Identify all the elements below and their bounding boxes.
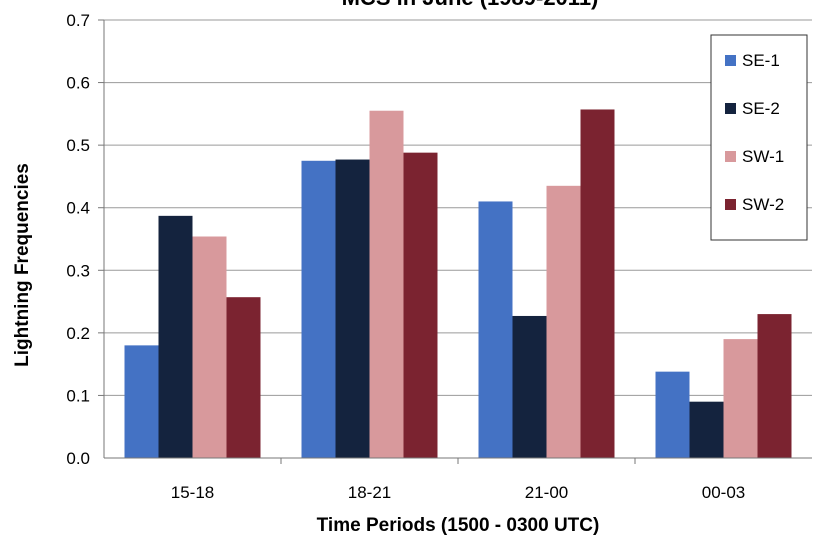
bars <box>124 109 792 459</box>
x-axis-title: Time Periods (1500 - 0300 UTC) <box>317 515 600 536</box>
bar-se-2-00-03 <box>689 401 724 458</box>
y-tick-label: 0.6 <box>66 74 90 93</box>
legend-swatch-sw-2 <box>725 199 736 210</box>
x-tick-label: 21-00 <box>525 483 568 502</box>
bar-sw-1-00-03 <box>723 339 758 458</box>
bar-se-2-21-00 <box>512 315 547 458</box>
legend-label-sw-2: SW-2 <box>742 195 784 214</box>
y-tick-label: 0.3 <box>66 261 90 280</box>
bar-sw-2-18-21 <box>403 152 438 458</box>
legend-label-sw-1: SW-1 <box>742 147 784 166</box>
bar-sw-1-15-18 <box>192 236 227 458</box>
y-tick-label: 0.7 <box>66 11 90 30</box>
legend-swatch-se-2 <box>725 103 736 114</box>
legend-swatch-sw-1 <box>725 151 736 162</box>
y-tick-label: 0.4 <box>66 199 90 218</box>
bar-sw-1-21-00 <box>546 185 581 459</box>
y-tick-label: 0.2 <box>66 324 90 343</box>
y-axis-title: Lightning Frequencies <box>12 163 33 367</box>
bar-se-2-15-18 <box>158 215 193 458</box>
y-tick-label: 0.1 <box>66 386 90 405</box>
legend-label-se-1: SE-1 <box>742 51 780 70</box>
bar-se-1-15-18 <box>124 345 159 458</box>
x-tick-label: 15-18 <box>171 483 214 502</box>
x-tick-label: 18-21 <box>348 483 391 502</box>
y-tick-labels: 0.0 0.1 0.2 0.3 0.4 0.5 0.6 0.7 <box>66 11 90 468</box>
legend-swatch-se-1 <box>725 55 736 66</box>
axes <box>103 20 812 464</box>
x-tick-labels: 15-18 18-21 21-00 00-03 <box>171 483 745 502</box>
bar-se-1-21-00 <box>478 201 513 458</box>
legend-label-se-2: SE-2 <box>742 99 780 118</box>
bar-se-2-18-21 <box>335 159 370 458</box>
bar-se-1-18-21 <box>301 160 336 459</box>
bar-se-1-00-03 <box>655 371 690 458</box>
y-tick-label: 0.5 <box>66 136 90 155</box>
bar-sw-2-00-03 <box>757 314 792 458</box>
bar-sw-2-15-18 <box>226 297 261 458</box>
bar-sw-1-18-21 <box>369 110 404 458</box>
bar-sw-2-21-00 <box>580 109 615 458</box>
chart-title: MCS in June (1989-2011) <box>342 0 599 10</box>
x-tick-label: 00-03 <box>702 483 745 502</box>
legend: SE-1 SE-2 SW-1 SW-2 <box>710 34 808 241</box>
y-tick-label: 0.0 <box>66 449 90 468</box>
